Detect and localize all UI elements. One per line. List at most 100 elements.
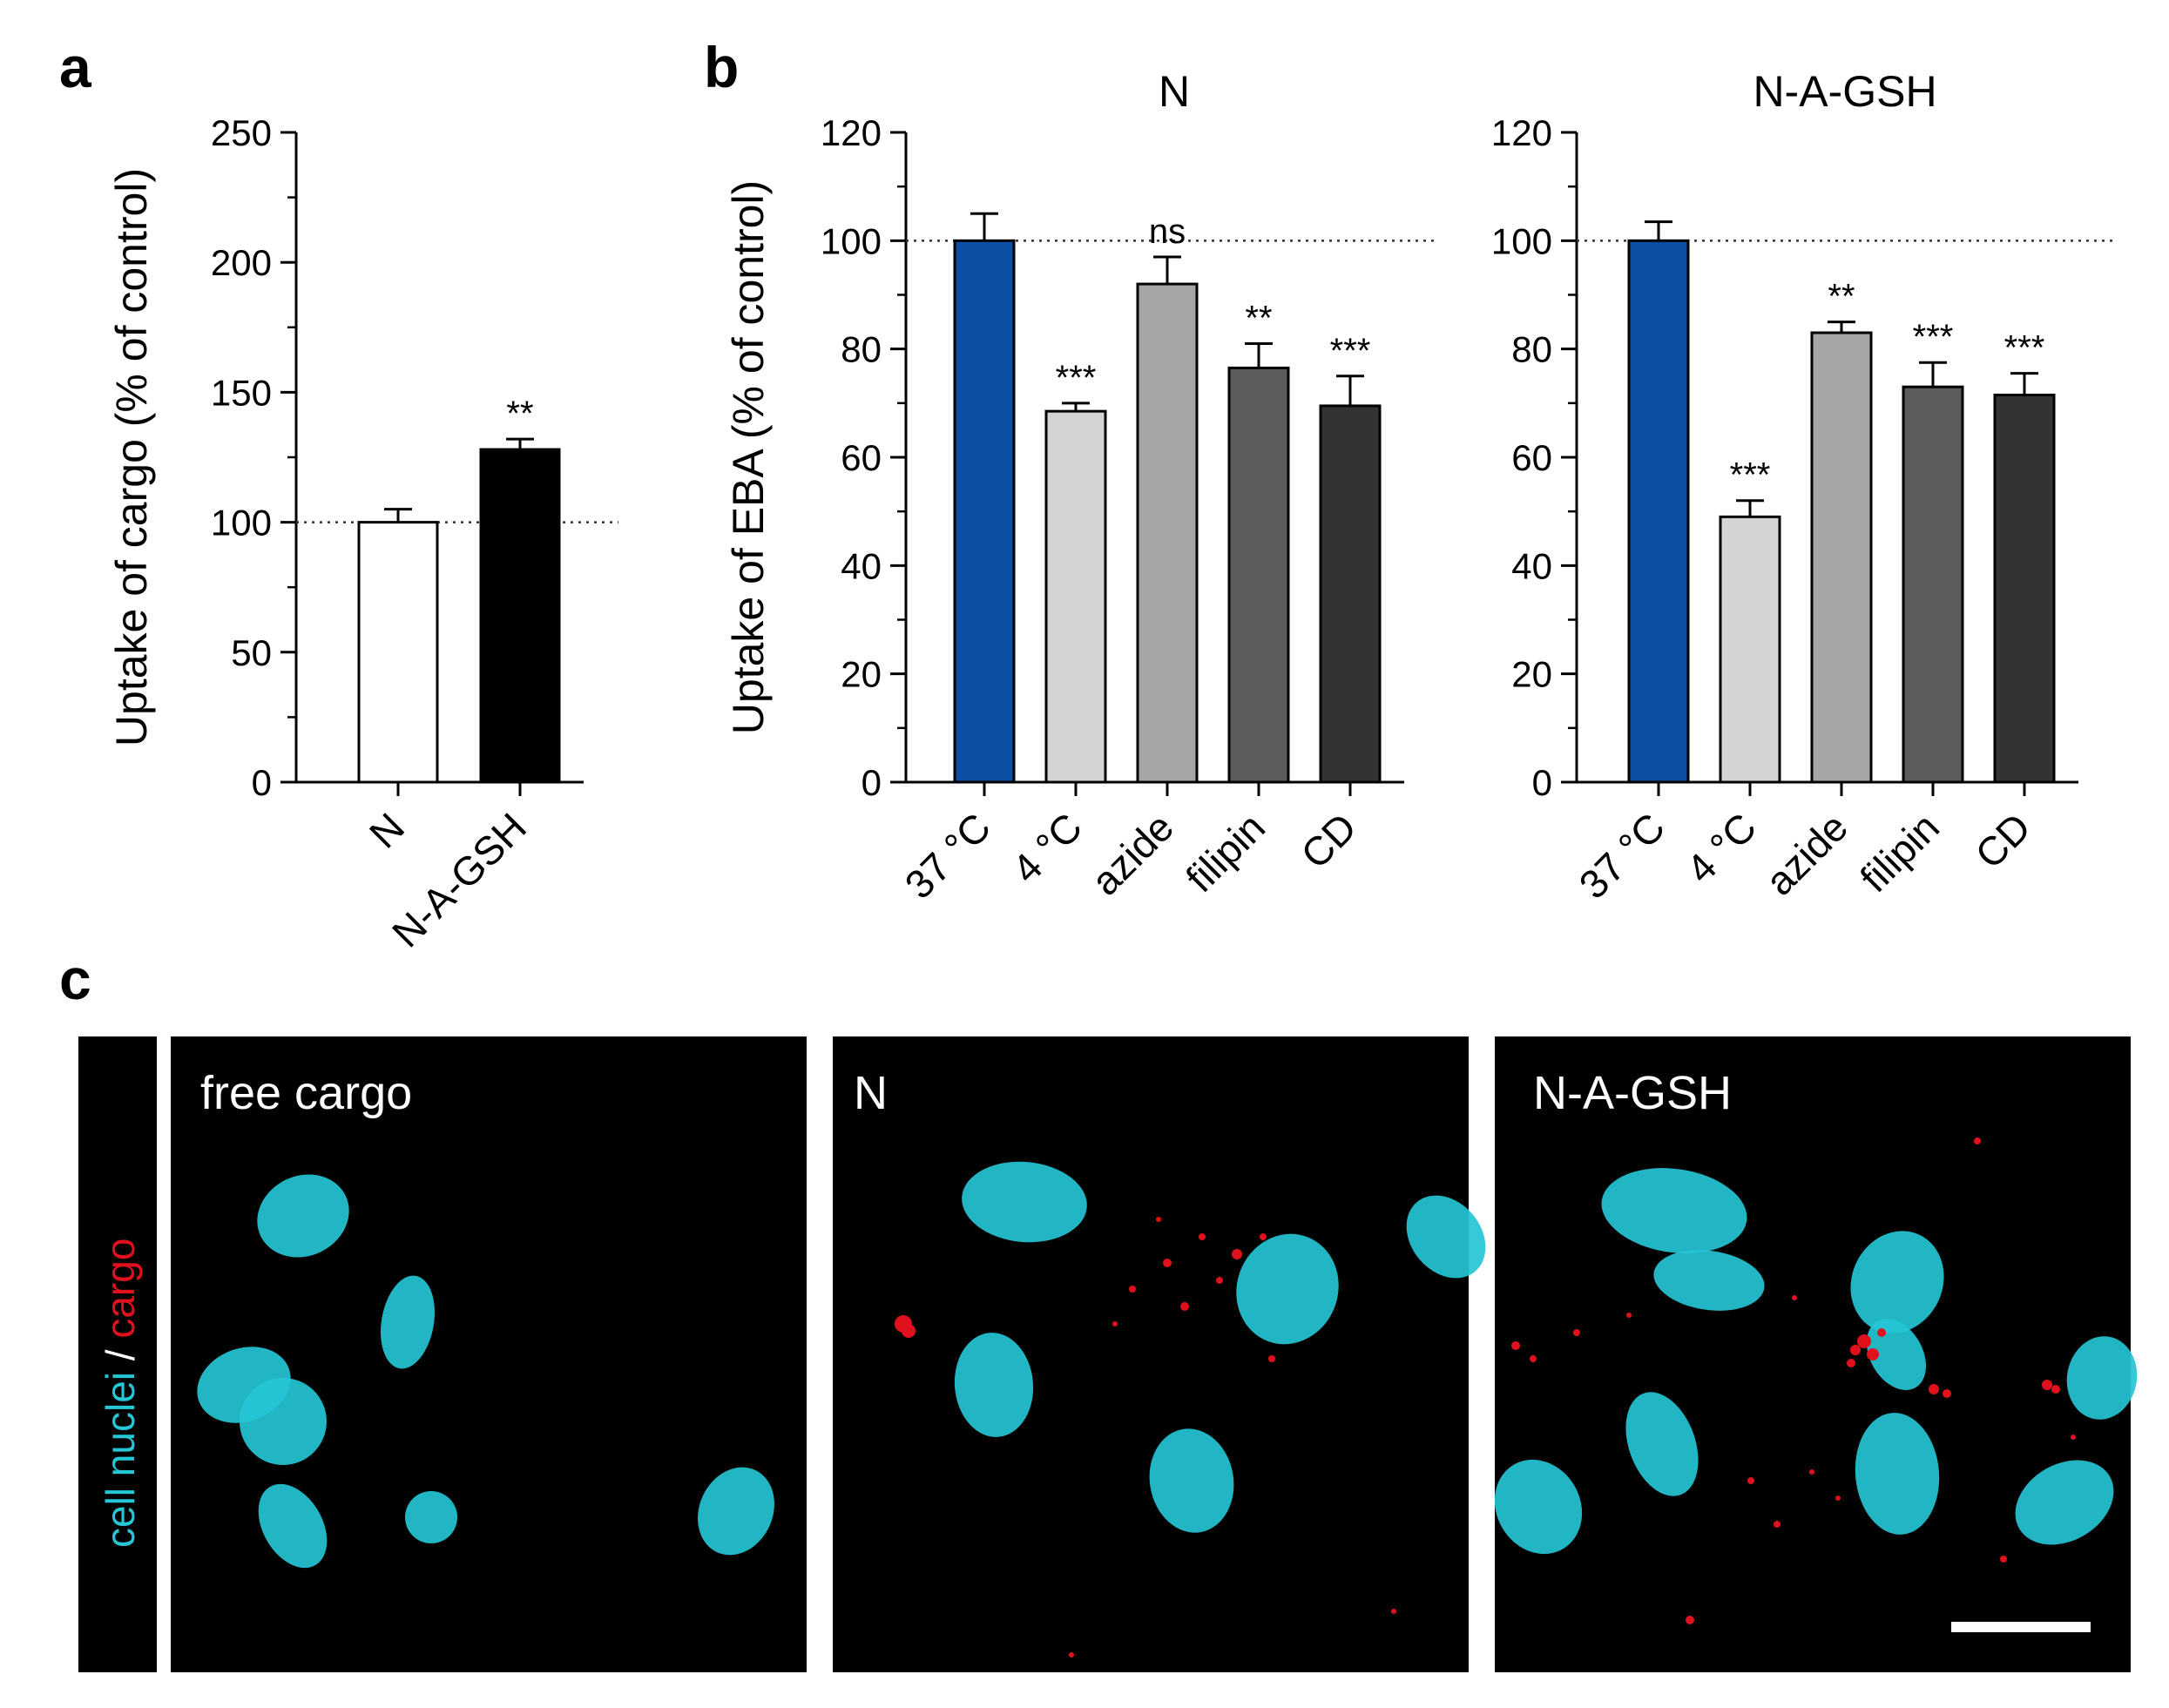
category-label: filipin [1177,804,1274,901]
cargo-spot [1391,1609,1396,1614]
cargo-spot [1180,1302,1189,1311]
chart-b-n: 0 20 40 60 80 100 120 37 °C *** 4 °C ns azide ** fili… [724,67,1439,908]
cargo-spot [1929,1384,1939,1394]
y-tick-label: 120 [821,112,882,153]
category-label: CD [1966,804,2039,877]
cargo-spot [1232,1249,1242,1259]
y-axis-label: Uptake of cargo (% of control) [107,168,156,746]
bar-azide [1810,331,1873,784]
bar-n [357,521,439,784]
bar-37-c [1627,239,1690,784]
category-label: 37 °C [1571,804,1673,907]
significance-label: ns [1149,213,1186,251]
nucleus [954,1333,1034,1437]
cargo-spot [1573,1329,1580,1336]
channel-label-strip [78,1036,157,1672]
significance-label: *** [1056,359,1097,397]
channel-label-separator: / [98,1339,143,1372]
y-tick-label: 0 [862,762,882,803]
nucleus [2015,1460,2114,1545]
nucleus [240,1378,327,1465]
category-label: 4 °C [1678,804,1765,891]
cargo-spot [1156,1217,1161,1222]
significance-label: ** [1828,278,1855,316]
cargo-spot [1809,1469,1814,1475]
significance-label: *** [1330,332,1371,370]
y-axis-label: Uptake of EBA (% of control) [724,180,773,734]
cargo-spot [1847,1359,1855,1367]
nucleus [2066,1336,2138,1420]
y-tick-label: 100 [1491,220,1552,261]
y-tick-label: 20 [841,654,882,695]
cargo-spot [1199,1233,1206,1240]
micrograph-label-free-cargo: free cargo [200,1067,412,1119]
y-tick-label: 40 [1511,545,1552,586]
cargo-spot [1069,1652,1074,1657]
y-tick-label: 0 [1532,762,1552,803]
category-label: CD [1292,804,1365,877]
category-label: 37 °C [896,804,999,907]
cargo-spot [1792,1295,1797,1300]
cargo-spot [1511,1341,1520,1350]
cargo-spot [2051,1385,2060,1394]
cargo-spot [1129,1286,1136,1293]
category-label: 4 °C [1003,804,1091,891]
micrograph-label-n: N [854,1067,888,1119]
nucleus [1601,1168,1747,1253]
category-label: N [361,804,413,856]
nucleus [1855,1413,1940,1535]
cargo-spot [1686,1616,1694,1624]
y-tick-label: 100 [821,220,882,261]
cargo-spot [2000,1556,2007,1563]
cargo-spot [1943,1389,1951,1398]
nucleus [698,1467,774,1556]
bar-cd [1319,404,1382,784]
panel-label-c: c [59,947,91,1011]
nucleus [1406,1195,1486,1279]
chart-a: 0 50 100 150 200 250 N ** N-A-GSH Uptake of cargo… [107,112,618,955]
channel-label-cargo: cargo [98,1239,143,1339]
y-tick-label: 80 [1511,329,1552,370]
nucleus [962,1161,1087,1243]
bar-filipin [1902,385,1964,784]
chart-b-n-a-gsh: 0 20 40 60 80 100 120 37 °C *** 4 °C ** azide *** fil… [1491,67,2113,908]
cargo-spot [1216,1277,1223,1284]
y-tick-label: 80 [841,329,882,370]
micrograph-cells [1494,1138,2138,1624]
cargo-spot [1112,1321,1118,1327]
chart-title: N-A-GSH [1753,67,1936,116]
y-tick-label: 20 [1511,654,1552,695]
micrograph-cells [895,1161,1486,1657]
panel-label-a: a [59,35,92,99]
channel-label: cell nuclei / cargo [98,1239,143,1548]
cargo-spot [1850,1345,1861,1355]
nucleus [1494,1459,1583,1555]
cargo-spot [1877,1328,1886,1337]
micrograph-cells [197,1174,774,1569]
category-label: azide [1757,804,1857,904]
bar-n-a-gsh [479,448,561,784]
bar-cd [1993,394,2056,784]
cargo-spot [902,1324,916,1338]
y-tick-label: 100 [211,503,272,543]
cargo-spot [1835,1495,1841,1501]
nucleus [1149,1428,1234,1533]
significance-label: ** [1245,299,1272,337]
bar-filipin [1227,366,1290,784]
micrograph-n: N [833,1036,1486,1672]
cargo-spot [1774,1521,1780,1528]
nucleus [1653,1250,1765,1311]
category-label: N-A-GSH [383,804,535,955]
micrograph-label-n-a-gsh: N-A-GSH [1533,1067,1732,1119]
nucleus [1236,1233,1339,1345]
significance-label: *** [2004,329,2045,368]
y-tick-label: 0 [252,762,272,803]
panel-label-b: b [704,35,739,99]
nucleus [1625,1392,1699,1496]
cargo-spot [1867,1348,1879,1360]
y-tick-label: 250 [211,112,272,153]
nucleus [381,1275,435,1369]
y-tick-label: 50 [231,632,272,673]
micrograph-free-cargo: free cargo [171,1036,807,1672]
